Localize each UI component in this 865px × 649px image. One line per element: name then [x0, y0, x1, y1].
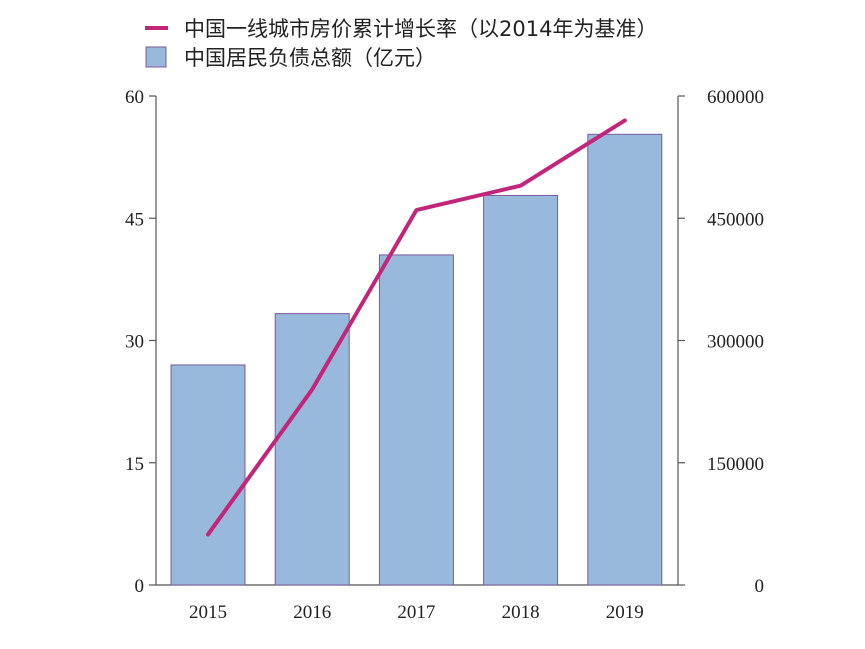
bar-2015: [170, 364, 246, 586]
right-tick-label: 300000: [707, 332, 764, 353]
left-tick-label: 15: [125, 454, 144, 475]
x-tick-label: 2015: [189, 602, 227, 623]
x-axis-ticks: 2015 2016 2017 2018 2019: [189, 602, 644, 623]
x-tick-label: 2018: [502, 602, 540, 623]
right-tick-label: 150000: [707, 454, 764, 475]
bar-2017: [378, 254, 454, 586]
x-tick-label: 2016: [293, 602, 331, 623]
right-axis-ticks: 0 150000 300000 450000 600000: [678, 87, 764, 597]
legend-bar-swatch: [145, 46, 167, 68]
legend-label-bar: 中国居民负债总额（亿元）: [184, 46, 436, 70]
bar-2018: [483, 194, 559, 586]
line-series: [206, 118, 627, 537]
bar-2019: [587, 133, 663, 586]
bars: [170, 133, 663, 586]
x-tick-label: 2017: [397, 602, 435, 623]
bar-2016: [274, 313, 350, 586]
left-tick-label: 30: [125, 332, 144, 353]
left-tick-label: 45: [125, 209, 144, 230]
left-tick-label: 60: [125, 87, 144, 108]
x-tick-label: 2019: [606, 602, 644, 623]
legend: 中国一线城市房价累计增长率（以2014年为基准） 中国居民负债总额（亿元）: [145, 17, 657, 70]
legend-label-line: 中国一线城市房价累计增长率（以2014年为基准）: [184, 17, 657, 41]
right-tick-label: 600000: [707, 87, 764, 108]
right-tick-label: 0: [755, 576, 765, 597]
right-tick-label: 450000: [707, 209, 764, 230]
left-tick-label: 0: [135, 576, 145, 597]
left-axis-ticks: 0 15 30 45 60: [125, 87, 156, 597]
